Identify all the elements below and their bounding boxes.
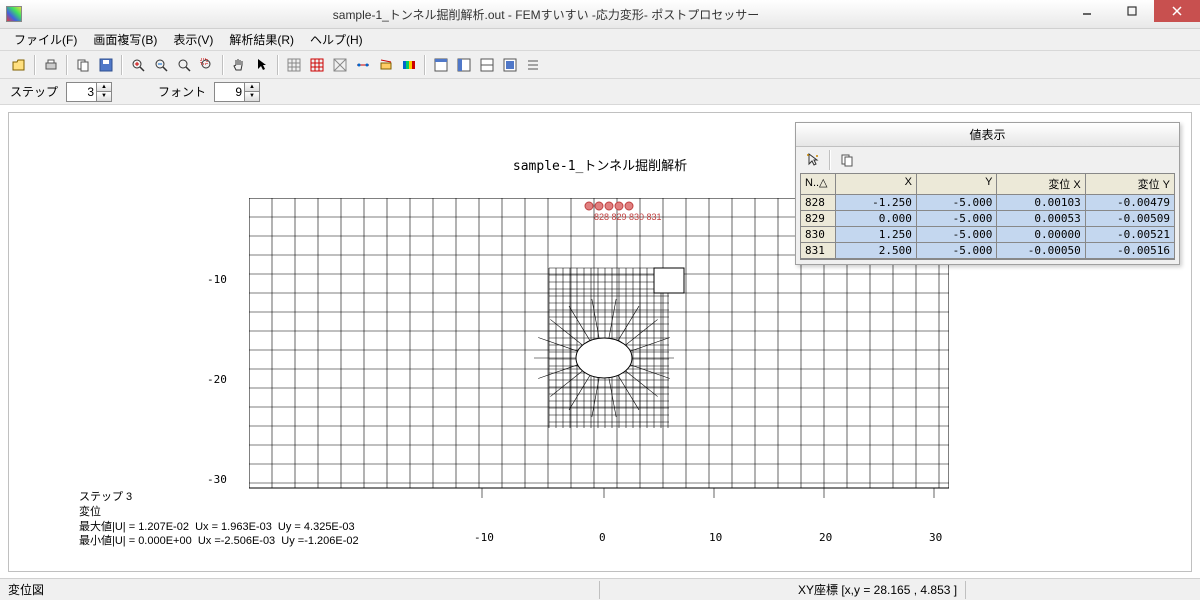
panel2-icon[interactable] bbox=[453, 54, 475, 76]
save-image-icon[interactable] bbox=[95, 54, 117, 76]
grid-header[interactable]: N..△ X Y 変位 X 変位 Y bbox=[801, 174, 1174, 195]
y-tick: -10 bbox=[207, 273, 227, 286]
pick-icon[interactable] bbox=[802, 149, 824, 171]
panel1-icon[interactable] bbox=[430, 54, 452, 76]
font-label: フォント bbox=[158, 83, 206, 100]
table-row[interactable]: 8301.250-5.0000.00000-0.00521 bbox=[801, 227, 1174, 243]
copy-icon[interactable] bbox=[72, 54, 94, 76]
col-header-x[interactable]: X bbox=[836, 174, 916, 194]
value-panel-toolbar bbox=[796, 147, 1179, 173]
font-down[interactable]: ▼ bbox=[244, 92, 259, 101]
controlbar: ステップ 3 ▲▼ フォント 9 ▲▼ bbox=[0, 79, 1200, 105]
table-row[interactable]: 8312.500-5.000-0.00050-0.00516 bbox=[801, 243, 1174, 259]
node-label: 828 829 830 831 bbox=[594, 212, 662, 222]
value-panel-title: 値表示 bbox=[796, 123, 1179, 147]
col-header-dx[interactable]: 変位 X bbox=[997, 174, 1085, 194]
y-tick: -30 bbox=[207, 473, 227, 486]
boundary-icon[interactable] bbox=[352, 54, 374, 76]
copy-values-icon[interactable] bbox=[836, 149, 858, 171]
close-button[interactable] bbox=[1154, 0, 1200, 22]
step-spinner[interactable]: 3 ▲▼ bbox=[66, 82, 112, 102]
table-row[interactable]: 8290.000-5.0000.00053-0.00509 bbox=[801, 211, 1174, 227]
font-up[interactable]: ▲ bbox=[244, 83, 259, 93]
x-tick: 20 bbox=[819, 531, 832, 544]
list-icon[interactable] bbox=[522, 54, 544, 76]
zoom-region-icon[interactable] bbox=[196, 54, 218, 76]
menu-view[interactable]: 表示(V) bbox=[165, 29, 221, 50]
menu-help[interactable]: ヘルプ(H) bbox=[302, 29, 371, 50]
print-icon[interactable] bbox=[40, 54, 62, 76]
pointer-icon[interactable] bbox=[251, 54, 273, 76]
font-value: 9 bbox=[215, 85, 244, 99]
window-buttons bbox=[1064, 0, 1200, 28]
toolbar bbox=[0, 51, 1200, 79]
deform-icon[interactable] bbox=[375, 54, 397, 76]
grid3-icon[interactable] bbox=[329, 54, 351, 76]
x-tick: -10 bbox=[474, 531, 494, 544]
window-title: sample-1_トンネル掘削解析.out - FEMすいすい -応力変形- ポ… bbox=[28, 6, 1064, 23]
zoom-out-icon[interactable] bbox=[150, 54, 172, 76]
status-left: 変位図 bbox=[0, 581, 600, 599]
y-tick: -20 bbox=[207, 373, 227, 386]
contour-icon[interactable] bbox=[398, 54, 420, 76]
x-tick: 0 bbox=[599, 531, 606, 544]
panel3-icon[interactable] bbox=[476, 54, 498, 76]
step-down[interactable]: ▼ bbox=[96, 92, 111, 101]
status-coords: XY座標 [x,y = 28.165 , 4.853 ] bbox=[790, 581, 966, 599]
col-header-dy[interactable]: 変位 Y bbox=[1086, 174, 1174, 194]
maximize-button[interactable] bbox=[1109, 0, 1154, 22]
titlebar: sample-1_トンネル掘削解析.out - FEMすいすい -応力変形- ポ… bbox=[0, 0, 1200, 29]
font-spinner[interactable]: 9 ▲▼ bbox=[214, 82, 260, 102]
statusbar: 変位図 XY座標 [x,y = 28.165 , 4.853 ] bbox=[0, 578, 1200, 600]
minimize-button[interactable] bbox=[1064, 0, 1109, 22]
menu-results[interactable]: 解析結果(R) bbox=[221, 29, 302, 50]
col-header-y[interactable]: Y bbox=[917, 174, 997, 194]
menubar: ファイル(F) 画面複写(B) 表示(V) 解析結果(R) ヘルプ(H) bbox=[0, 29, 1200, 51]
value-grid: N..△ X Y 変位 X 変位 Y 828-1.250-5.0000.0010… bbox=[800, 173, 1175, 260]
table-row[interactable]: 828-1.250-5.0000.00103-0.00479 bbox=[801, 195, 1174, 211]
step-value: 3 bbox=[67, 85, 96, 99]
zoom-in-icon[interactable] bbox=[127, 54, 149, 76]
app-icon bbox=[6, 6, 22, 22]
menu-file[interactable]: ファイル(F) bbox=[6, 29, 85, 50]
grid2-icon[interactable] bbox=[306, 54, 328, 76]
zoom-fit-icon[interactable] bbox=[173, 54, 195, 76]
x-tick: 10 bbox=[709, 531, 722, 544]
step-up[interactable]: ▲ bbox=[96, 83, 111, 93]
open-icon[interactable] bbox=[8, 54, 30, 76]
grid1-icon[interactable] bbox=[283, 54, 305, 76]
plot-title: sample-1_トンネル掘削解析 bbox=[513, 155, 687, 174]
pan-icon[interactable] bbox=[228, 54, 250, 76]
menu-screencopy[interactable]: 画面複写(B) bbox=[85, 29, 165, 50]
step-label: ステップ bbox=[10, 83, 58, 100]
x-tick: 30 bbox=[929, 531, 942, 544]
plot-info: ステップ 3 変位 最大値|U| = 1.207E-02 Ux = 1.963E… bbox=[79, 490, 359, 549]
panel4-icon[interactable] bbox=[499, 54, 521, 76]
col-header-n[interactable]: N..△ bbox=[801, 174, 836, 194]
value-display-panel[interactable]: 値表示 N..△ X Y 変位 X 変位 Y 828-1.250-5.0000.… bbox=[795, 122, 1180, 265]
